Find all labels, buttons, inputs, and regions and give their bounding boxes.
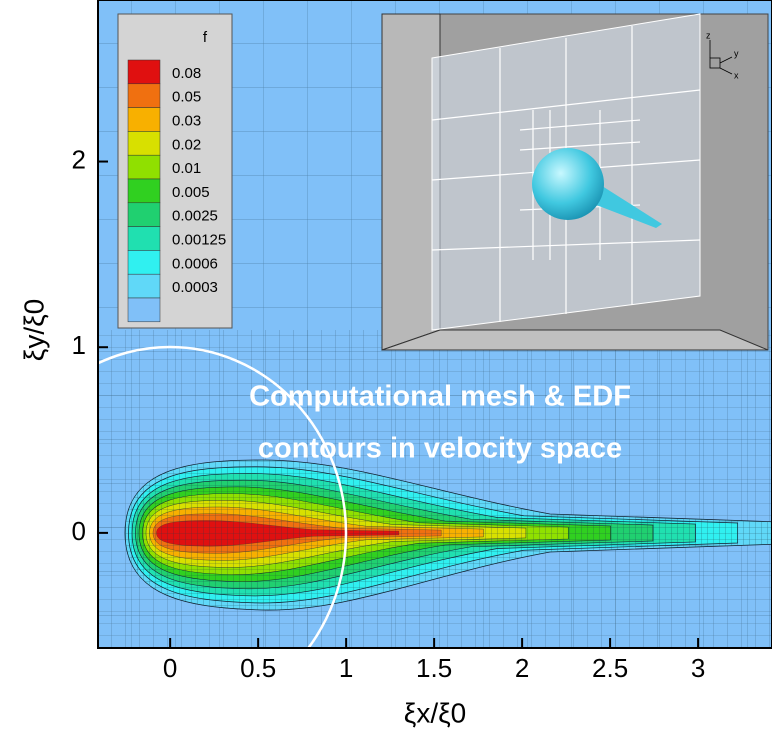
y-axis-label: ξy/ξ0: [18, 299, 49, 361]
inset-axis-label: z: [706, 30, 711, 40]
inset-wall: [381, 13, 441, 351]
annotation: Computational mesh & EDF: [249, 381, 631, 413]
inset-axis-label: x: [734, 70, 739, 80]
legend-swatch: [127, 273, 161, 299]
legend-label: 0.0003: [172, 279, 218, 296]
legend-swatch: [127, 250, 161, 275]
legend-swatch: [127, 83, 161, 108]
legend-label: 0.03: [172, 112, 201, 129]
legend-swatch: [127, 178, 161, 204]
unit-circle: [98, 345, 348, 648]
annotation: contours in velocity space: [258, 433, 622, 465]
inset-axis-label: y: [734, 48, 739, 58]
y-tick-label: 0: [72, 516, 86, 546]
legend-label: 0.005: [172, 184, 210, 201]
legend-swatch: [127, 131, 161, 156]
legend-swatch: [127, 59, 161, 85]
legend-label: 0.08: [172, 65, 201, 82]
x-tick-label: 0.5: [240, 653, 276, 683]
inset-triad: [709, 40, 733, 75]
x-tick-label: 1: [339, 653, 353, 683]
legend-label: 0.0025: [172, 208, 218, 225]
x-tick-label: 1.5: [416, 653, 452, 683]
legend-title: f: [203, 29, 208, 46]
legend-swatch: [127, 154, 161, 180]
legend: f 0.08 0.05 0.03 0.02 0.01 0.005 0.0025 0.00125…: [117, 13, 233, 329]
x-tick-label: 3: [691, 653, 705, 683]
inset-sphere: [532, 148, 604, 220]
legend-swatch: [127, 107, 161, 132]
legend-label: 0.01: [172, 160, 201, 177]
inset-floor: [381, 329, 769, 351]
x-tick-label: 2: [515, 653, 529, 683]
x-tick-label: 2.5: [592, 653, 628, 683]
legend-label: 0.02: [172, 136, 201, 153]
x-axis-label: ξx/ξ0: [404, 697, 466, 728]
y-tick-label: 2: [72, 144, 86, 174]
x-tick-label: 0: [163, 653, 177, 683]
legend-swatch: [127, 297, 161, 323]
inset: z y x: [381, 13, 769, 351]
legend-label: 0.00125: [172, 231, 226, 248]
legend-label: 0.0006: [172, 255, 218, 272]
y-tick-label: 1: [72, 330, 86, 360]
legend-swatch: [127, 202, 161, 227]
legend-label: 0.05: [172, 89, 201, 106]
legend-swatch: [127, 226, 161, 251]
